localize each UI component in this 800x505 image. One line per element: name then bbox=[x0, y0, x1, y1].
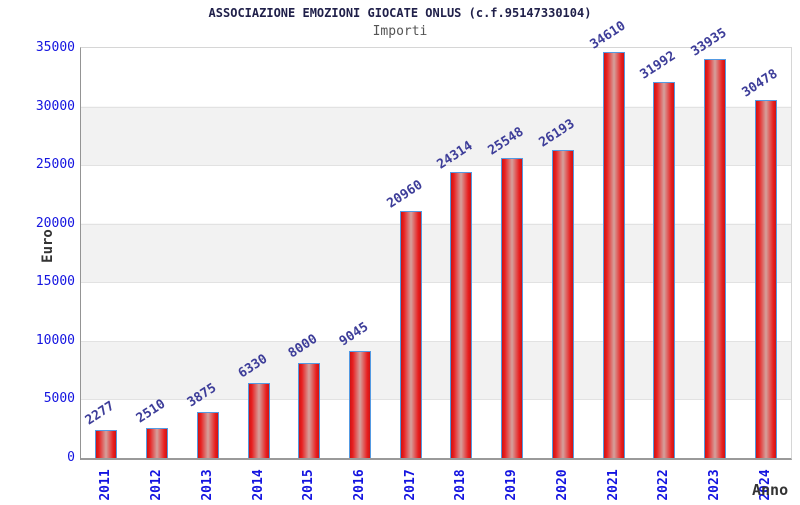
gridline bbox=[81, 340, 791, 342]
y-tick-label: 15000 bbox=[35, 274, 75, 290]
y-tick-label: 20000 bbox=[35, 215, 75, 231]
x-tick-label: 2021 bbox=[605, 469, 621, 501]
x-tick-label: 2022 bbox=[656, 469, 672, 501]
y-tick-label: 5000 bbox=[43, 391, 75, 407]
bar-2018 bbox=[450, 172, 473, 458]
bar-2023 bbox=[703, 59, 726, 458]
bar-2016 bbox=[348, 351, 371, 458]
gridline bbox=[81, 399, 791, 401]
x-tick-label: 2016 bbox=[351, 469, 367, 501]
x-axis-label: Anno bbox=[752, 481, 789, 499]
x-tick-label: 2011 bbox=[98, 469, 114, 501]
x-tick-label: 2015 bbox=[301, 469, 317, 501]
bar-2022 bbox=[653, 82, 676, 458]
chart-subtitle: Importi bbox=[372, 24, 428, 39]
x-tick-label: 2012 bbox=[149, 469, 165, 501]
bar-2021 bbox=[602, 52, 625, 458]
x-tick-label: 2014 bbox=[250, 469, 266, 501]
gridline bbox=[81, 282, 791, 284]
bar-2024 bbox=[754, 100, 777, 458]
y-tick-label: 10000 bbox=[35, 332, 75, 348]
x-tick-label: 2023 bbox=[706, 469, 722, 501]
gridline bbox=[81, 223, 791, 225]
bar-2017 bbox=[399, 211, 422, 458]
gridline bbox=[81, 165, 791, 167]
x-tick-label: 2018 bbox=[453, 469, 469, 501]
y-tick-label: 0 bbox=[67, 450, 75, 465]
gridline bbox=[81, 106, 791, 108]
x-tick-label: 2017 bbox=[402, 469, 418, 501]
bar-2020 bbox=[551, 150, 574, 458]
y-tick-label: 25000 bbox=[35, 157, 75, 173]
y-tick-label: 30000 bbox=[35, 98, 75, 114]
bar-2011 bbox=[95, 430, 118, 458]
y-tick-label: 35000 bbox=[35, 40, 75, 55]
x-tick-label: 2019 bbox=[504, 469, 520, 501]
chart-title: ASSOCIAZIONE EMOZIONI GIOCATE ONLUS (c.f… bbox=[208, 6, 592, 20]
bar-2014 bbox=[247, 383, 270, 458]
bar-2015 bbox=[298, 363, 321, 458]
bar-2012 bbox=[146, 428, 169, 458]
x-tick-label: 2013 bbox=[199, 469, 215, 501]
plot-area: 0 5000 10000 15000 20000 25000 30000 35000 2277 2… bbox=[36, 19, 792, 501]
bar-2019 bbox=[501, 158, 524, 458]
bar-2013 bbox=[196, 412, 219, 458]
x-tick-label: 2020 bbox=[554, 469, 570, 501]
